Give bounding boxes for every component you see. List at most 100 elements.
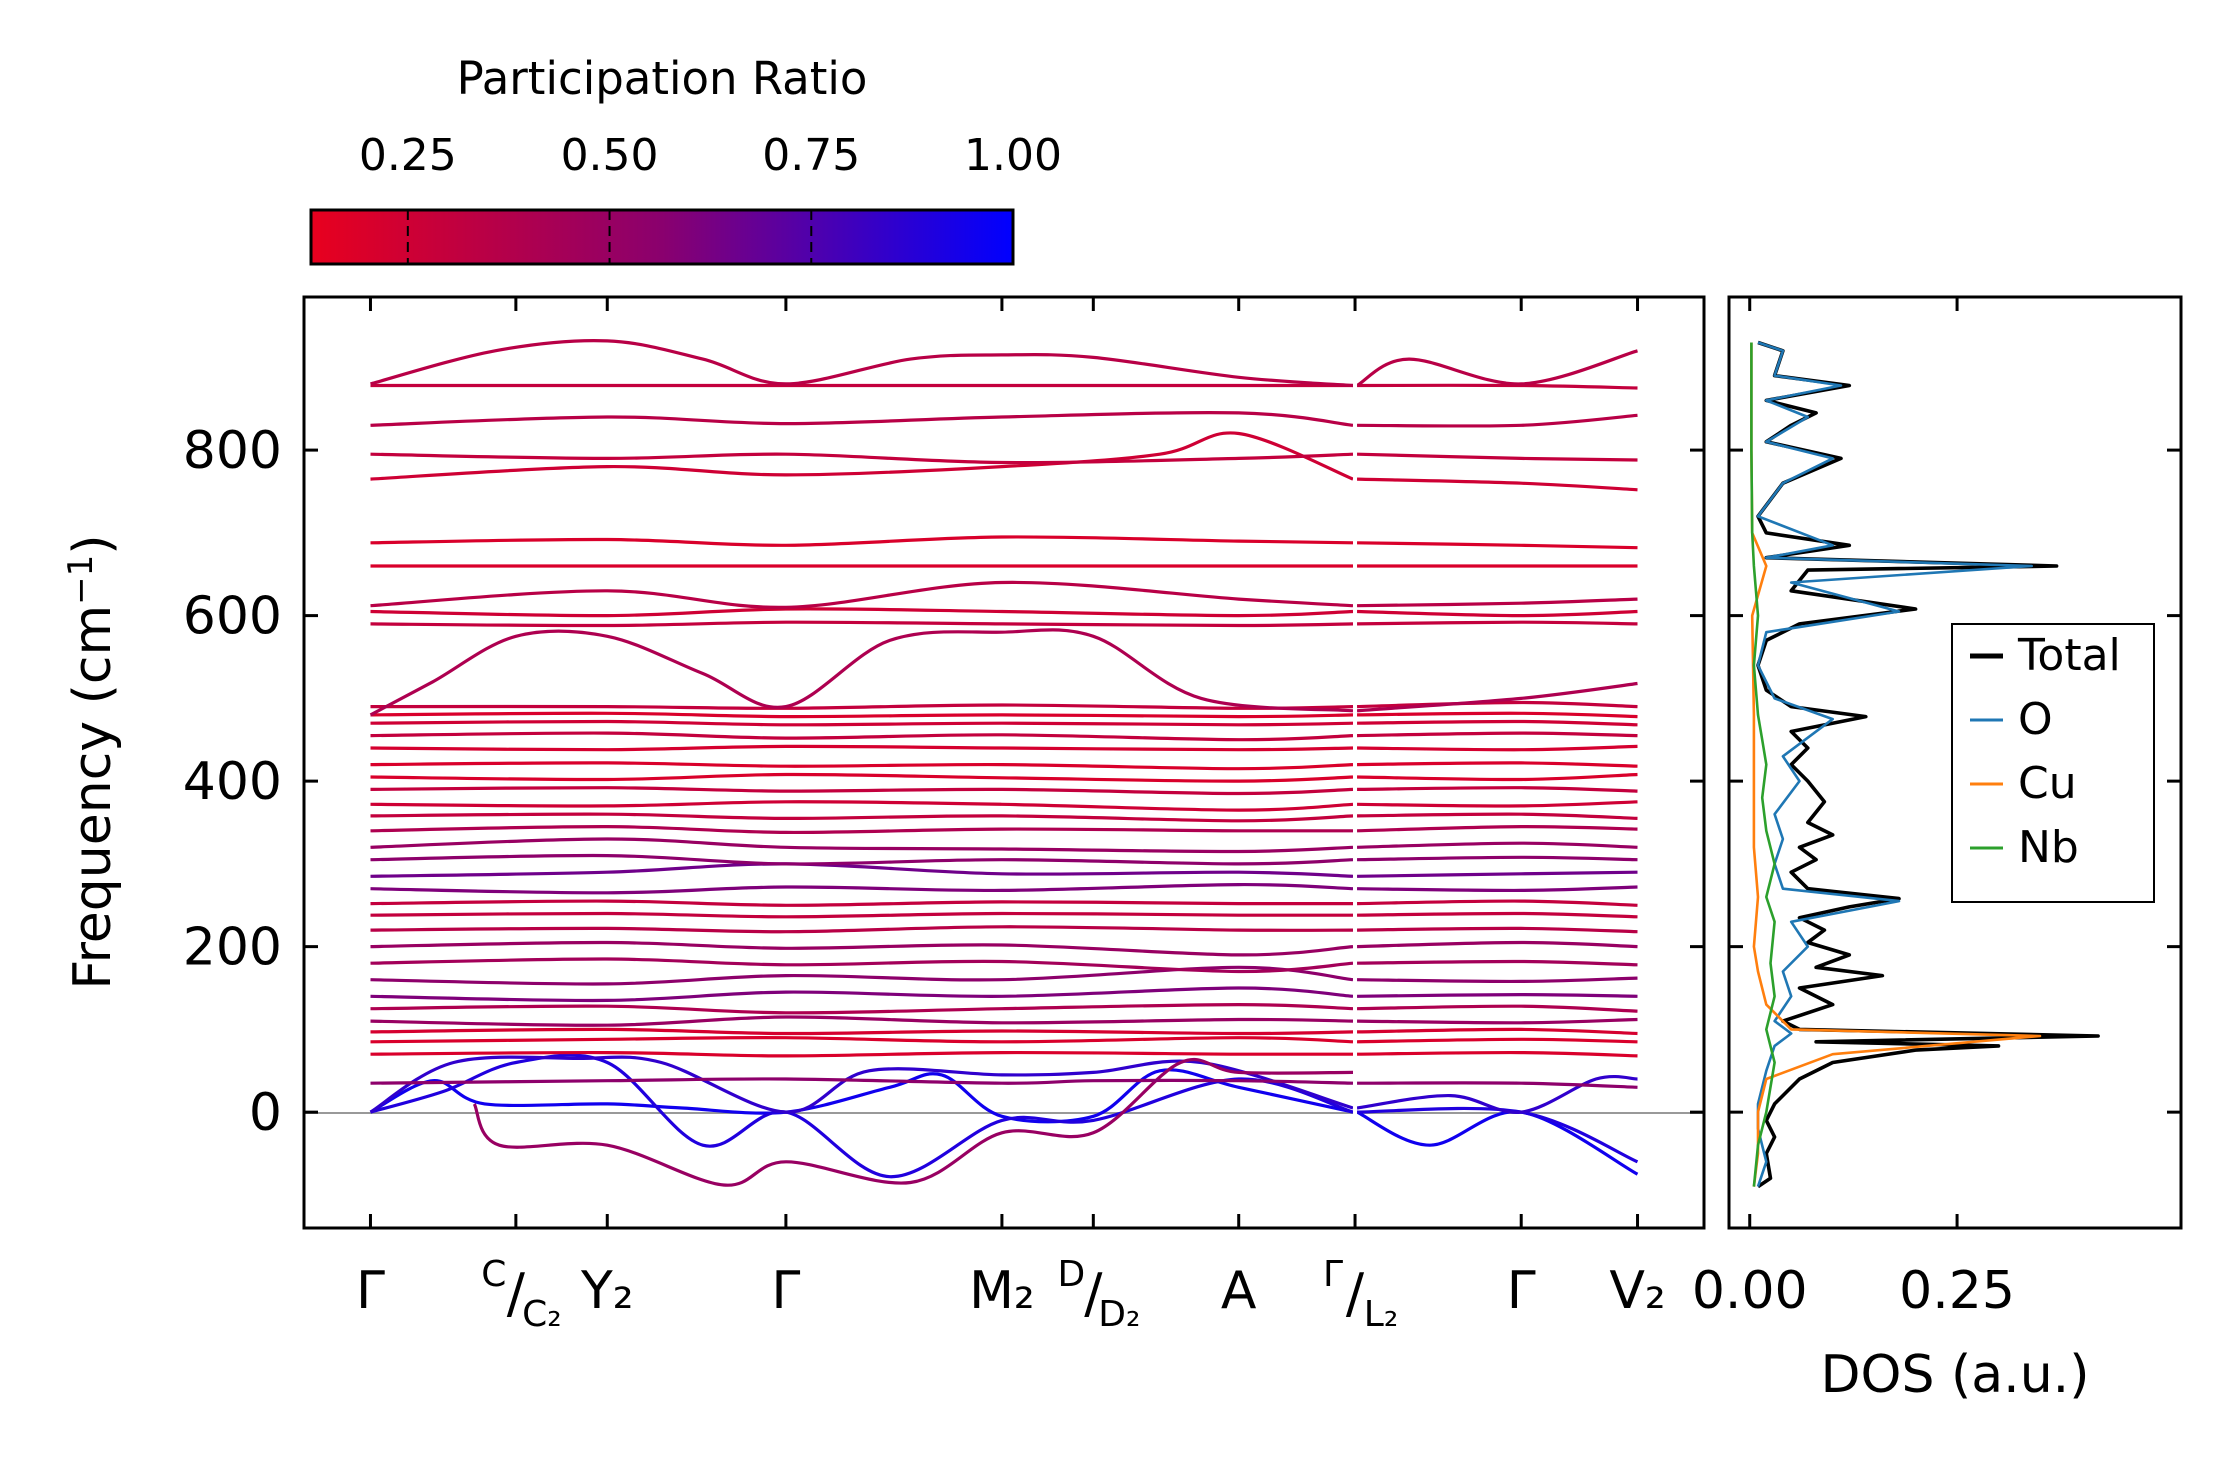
band-line-band-160-right bbox=[1356, 976, 1638, 984]
band-panel-frame bbox=[302, 295, 1706, 1230]
kpoint-label-bottom: D₂ bbox=[1098, 1294, 1140, 1335]
band-line-band-830-right bbox=[1356, 413, 1638, 428]
kpoint-label-top: C bbox=[481, 1254, 506, 1295]
dos-panel: 0.00 0.25 DOS (a.u.) Total O Cu Nb bbox=[1692, 295, 2183, 1405]
kpoint-label-a: A bbox=[1221, 1261, 1257, 1321]
band-line-band-795-left bbox=[370, 452, 1354, 465]
dos-legend: Total O Cu Nb bbox=[1951, 623, 2155, 903]
kpoint-label-y2: Y₂ bbox=[580, 1261, 634, 1321]
y-label-close: ) bbox=[63, 534, 123, 554]
dos-x-tick-label: 0.25 bbox=[1899, 1261, 2015, 1321]
band-line-band-270-right bbox=[1356, 885, 1638, 893]
band-line-band-97-right bbox=[1356, 1027, 1638, 1036]
band-line-band-605-left bbox=[370, 607, 1354, 618]
colorbar-ticks: 0.25 0.50 0.75 1.00 bbox=[359, 130, 1062, 264]
colorbar-tick-label: 1.00 bbox=[964, 130, 1062, 181]
band-line-band-765-left bbox=[370, 431, 1354, 481]
dos-line-cu bbox=[1750, 342, 2042, 1187]
band-line-soft-band-left bbox=[472, 1057, 1354, 1187]
dos-x-axis-label: DOS (a.u.) bbox=[1821, 1345, 2090, 1405]
band-line-band-685-left bbox=[370, 535, 1354, 547]
band-line-band-615-right bbox=[1356, 597, 1638, 608]
band-line-band-140-left bbox=[370, 986, 1354, 1003]
band-line-band-top-right bbox=[1356, 349, 1638, 387]
band-line-band-340-left bbox=[370, 824, 1354, 835]
band-line-band-238-right bbox=[1356, 911, 1638, 919]
band-line-band-200-right bbox=[1356, 940, 1638, 949]
band-line-band-420-left bbox=[370, 761, 1354, 771]
kpoint-label-gamma-2: Γ bbox=[771, 1261, 800, 1321]
band-line-band-238-left bbox=[370, 911, 1354, 919]
band-line-band-390-right bbox=[1356, 786, 1638, 793]
band-line-band-35-right bbox=[1356, 1081, 1638, 1089]
band-line-band-270-left bbox=[370, 882, 1354, 895]
band-line-band-110-left bbox=[370, 1015, 1354, 1027]
kpoint-label-bottom: L₂ bbox=[1364, 1294, 1399, 1335]
band-line-acoustic-3-right bbox=[1356, 1074, 1638, 1114]
band-line-band-285-right bbox=[1356, 870, 1638, 878]
band-line-band-372-right bbox=[1356, 800, 1638, 808]
band-line-band-480-right bbox=[1356, 711, 1638, 719]
kpoint-label-slash: / bbox=[1084, 1262, 1103, 1325]
band-line-band-180-left bbox=[370, 957, 1354, 974]
band-line-band-220-right bbox=[1356, 926, 1638, 934]
band-line-band-85-left bbox=[370, 1035, 1354, 1044]
band-line-band-125-left bbox=[370, 1002, 1354, 1015]
dos-panel-frame bbox=[1727, 295, 2183, 1230]
band-y-tick-label: 800 bbox=[183, 421, 282, 481]
dos-lines bbox=[1750, 340, 2100, 1189]
band-line-band-455-left bbox=[370, 731, 1354, 742]
dos-x-tick-label: 0.00 bbox=[1692, 1261, 1808, 1321]
band-line-acoustic-1-right bbox=[1356, 1110, 1639, 1176]
band-line-band-hump-left bbox=[369, 628, 1354, 717]
band-line-band-200-left bbox=[370, 940, 1354, 957]
legend-label-total: Total bbox=[2017, 630, 2121, 681]
y-label-text: Frequency (cm bbox=[63, 605, 123, 990]
band-y-tick-label: 400 bbox=[183, 752, 282, 812]
band-line-band-320-right bbox=[1356, 841, 1638, 849]
band-line-band-405-right bbox=[1356, 772, 1638, 782]
band-line-band-765-right bbox=[1356, 477, 1638, 492]
band-line-band-320-left bbox=[370, 837, 1354, 854]
band-line-band-420-right bbox=[1356, 761, 1638, 768]
band-line-band-590-left bbox=[370, 620, 1354, 628]
band-line-band-372-left bbox=[370, 800, 1354, 812]
dos-line-o bbox=[1756, 341, 2033, 1188]
band-line-acoustic-2-left bbox=[370, 1053, 1354, 1179]
dos-ticks: 0.00 0.25 bbox=[1692, 297, 2181, 1321]
kpoint-label-top: Γ bbox=[1323, 1254, 1343, 1295]
legend-frame bbox=[1951, 623, 2155, 903]
band-line-band-830-left bbox=[370, 411, 1354, 427]
band-line-band-252-left bbox=[370, 899, 1354, 907]
legend-entries: Total O Cu Nb bbox=[1970, 630, 2121, 873]
band-x-ticks: Γ C/C₂ Y₂ Γ M₂ D/D₂ A Γ / L₂ Γ V₂ bbox=[356, 297, 1666, 1335]
kpoint-label-c-c2: C/C₂ bbox=[481, 1254, 561, 1335]
legend-label-cu: Cu bbox=[2018, 758, 2077, 809]
band-line-band-220-left bbox=[370, 925, 1354, 934]
legend-label-o: O bbox=[2018, 694, 2053, 745]
band-line-band-70-right bbox=[1356, 1050, 1638, 1058]
band-line-band-455-right bbox=[1356, 731, 1638, 738]
band-line-band-97-left bbox=[370, 1027, 1354, 1036]
colorbar-tick-label: 0.25 bbox=[359, 130, 457, 181]
band-line-band-440-left bbox=[370, 744, 1354, 752]
band-line-band-490-right bbox=[1356, 700, 1638, 709]
band-lines bbox=[369, 299, 1639, 1226]
band-line-band-252-right bbox=[1356, 899, 1638, 907]
band-line-band-470-right bbox=[1356, 719, 1638, 727]
band-line-band-590-right bbox=[1356, 620, 1638, 626]
kpoint-label-v2: V₂ bbox=[1609, 1261, 1665, 1321]
band-y-tick-label: 200 bbox=[183, 918, 282, 978]
band-line-band-180-right bbox=[1356, 959, 1638, 967]
colorbar-gradient bbox=[309, 208, 1015, 266]
kpoint-label-gamma-l2: Γ / L₂ bbox=[1323, 1254, 1398, 1335]
band-line-band-305-right bbox=[1356, 855, 1638, 862]
colorbar-title: Participation Ratio bbox=[457, 52, 868, 105]
band-line-band-405-left bbox=[370, 772, 1354, 783]
band-line-band-615-left bbox=[370, 580, 1354, 609]
band-line-band-605-right bbox=[1356, 609, 1638, 618]
y-label-exponent: −1 bbox=[61, 555, 101, 605]
colorbar: Participation Ratio 0.25 0.50 0.75 1.00 bbox=[309, 52, 1062, 266]
band-y-tick-label: 0 bbox=[249, 1083, 282, 1143]
